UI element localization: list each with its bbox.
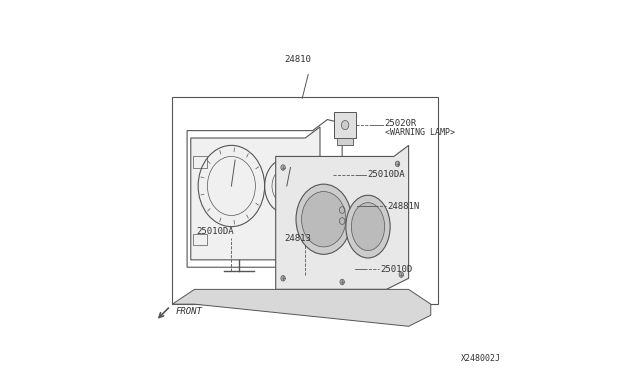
Polygon shape [337,138,353,145]
Ellipse shape [351,203,385,251]
Ellipse shape [281,165,285,170]
Text: <WARNING LAMP>: <WARNING LAMP> [385,128,454,137]
Text: 24881N: 24881N [387,202,419,211]
Ellipse shape [296,184,351,254]
Polygon shape [334,112,356,138]
Ellipse shape [341,121,349,130]
Polygon shape [191,127,320,260]
Bar [193,157,207,167]
Text: 25010DA: 25010DA [367,170,405,179]
Text: FRONT: FRONT [176,307,203,316]
Bar [172,97,438,304]
Ellipse shape [346,195,390,258]
Ellipse shape [340,279,344,285]
Ellipse shape [301,192,346,247]
Ellipse shape [396,161,400,167]
Text: 24810: 24810 [284,55,311,64]
Text: 25010DA: 25010DA [196,227,234,236]
Ellipse shape [281,276,285,281]
Text: 25020R: 25020R [385,119,417,128]
Ellipse shape [399,272,403,278]
Polygon shape [276,145,408,289]
Polygon shape [172,289,431,326]
Text: 24813: 24813 [284,234,311,243]
Bar [193,234,207,245]
Text: 25010D: 25010D [380,264,412,273]
Text: X248002J: X248002J [461,354,501,363]
